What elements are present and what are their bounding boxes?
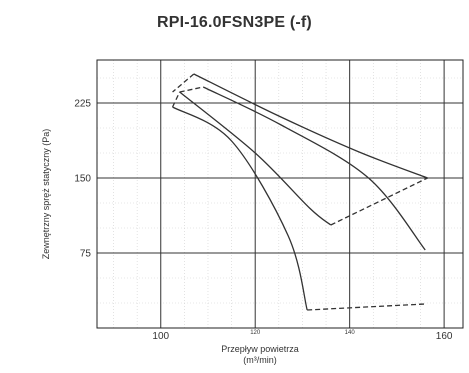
x-tick-labels: 100 120 140 160	[152, 330, 452, 342]
curve-boundary-dashed	[179, 86, 204, 93]
y-axis-label: Zewnętrzny spręż statyczny (Pa)	[41, 129, 51, 260]
curve-boundary-dashed	[171, 91, 181, 108]
curve-line	[193, 73, 428, 179]
x-tick-label: 140	[345, 330, 356, 336]
curve-line	[202, 86, 426, 251]
curve-boundary-dashed	[172, 73, 195, 93]
plot-frame	[96, 59, 464, 329]
x-axis-label: Przepływ powietrza	[221, 344, 299, 354]
x-axis-unit: (m³/min)	[243, 355, 277, 365]
x-tick-label: 120	[250, 330, 261, 336]
y-tick-label: 75	[80, 249, 92, 260]
y-tick-label: 225	[74, 99, 91, 110]
curve-line	[179, 91, 332, 226]
y-tick-label: 150	[74, 174, 91, 185]
x-tick-label: 160	[436, 331, 453, 342]
curve-boundary-dashed	[330, 177, 428, 226]
chart-title: RPI-16.0FSN3PE (-f)	[157, 14, 312, 31]
minor-grid	[97, 60, 463, 328]
major-grid	[97, 60, 463, 328]
curve-line	[172, 106, 308, 311]
fan-curves	[171, 73, 428, 311]
x-tick-label: 100	[152, 331, 169, 342]
curve-boundary-dashed	[307, 303, 426, 311]
y-tick-labels: 75 150 225	[74, 99, 91, 260]
